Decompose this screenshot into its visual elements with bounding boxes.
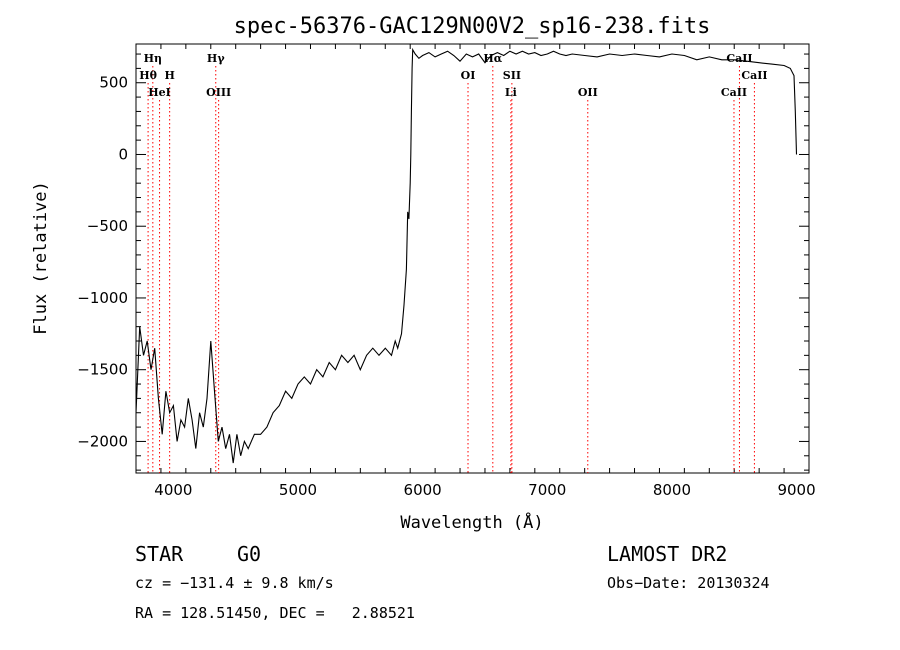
y-tick-label: −2000 bbox=[77, 432, 128, 450]
survey-name: LAMOST DR2 bbox=[607, 542, 728, 566]
y-axis-label: Flux (relative) bbox=[31, 181, 51, 335]
x-axis-label: Wavelength (Å) bbox=[400, 511, 543, 533]
spectral-line-label: Hθ bbox=[139, 69, 157, 82]
x-tick-label: 9000 bbox=[777, 481, 815, 499]
subclass: G0 bbox=[237, 542, 262, 566]
spectrum-line bbox=[136, 47, 798, 464]
x-tick-label: 7000 bbox=[528, 481, 566, 499]
y-tick-label: −1000 bbox=[77, 289, 128, 307]
x-tick-label: 8000 bbox=[653, 481, 691, 499]
object-class: STAR bbox=[135, 542, 184, 566]
spectral-line-label: Hα bbox=[483, 52, 502, 65]
obs-date: Obs−Date: 20130324 bbox=[607, 574, 770, 592]
y-tick-label: −1500 bbox=[77, 361, 128, 379]
spectral-line-label: Li bbox=[505, 86, 517, 99]
ra-dec: RA = 128.51450, DEC = 2.88521 bbox=[135, 604, 415, 622]
spectral-line-label: OII bbox=[578, 86, 598, 99]
spectral-line-label: OIII bbox=[206, 86, 231, 99]
y-tick-label: −500 bbox=[87, 217, 128, 235]
cz-velocity: cz = −131.4 ± 9.8 km/s bbox=[135, 574, 334, 592]
y-tick-label: 0 bbox=[118, 145, 128, 163]
spectral-line-label: HeI bbox=[148, 86, 171, 99]
spectral-line-label: OI bbox=[461, 69, 476, 82]
spectral-line-label: H bbox=[164, 69, 174, 82]
spectral-line-label: CaII bbox=[741, 69, 767, 82]
chart-title: spec-56376-GAC129N00V2_sp16-238.fits bbox=[234, 14, 711, 39]
spectral-line-label: Hη bbox=[144, 52, 162, 65]
x-tick-label: 6000 bbox=[404, 481, 442, 499]
x-tick-label: 5000 bbox=[279, 481, 317, 499]
y-tick-label: 500 bbox=[99, 74, 128, 92]
spectral-line-label: CaII bbox=[721, 86, 747, 99]
spectral-line-label: CaII bbox=[726, 52, 752, 65]
plot-frame bbox=[135, 43, 810, 474]
spectral-line-label: SII bbox=[503, 69, 521, 82]
x-tick-label: 4000 bbox=[154, 481, 192, 499]
spectral-line-label: Hγ bbox=[207, 52, 225, 65]
